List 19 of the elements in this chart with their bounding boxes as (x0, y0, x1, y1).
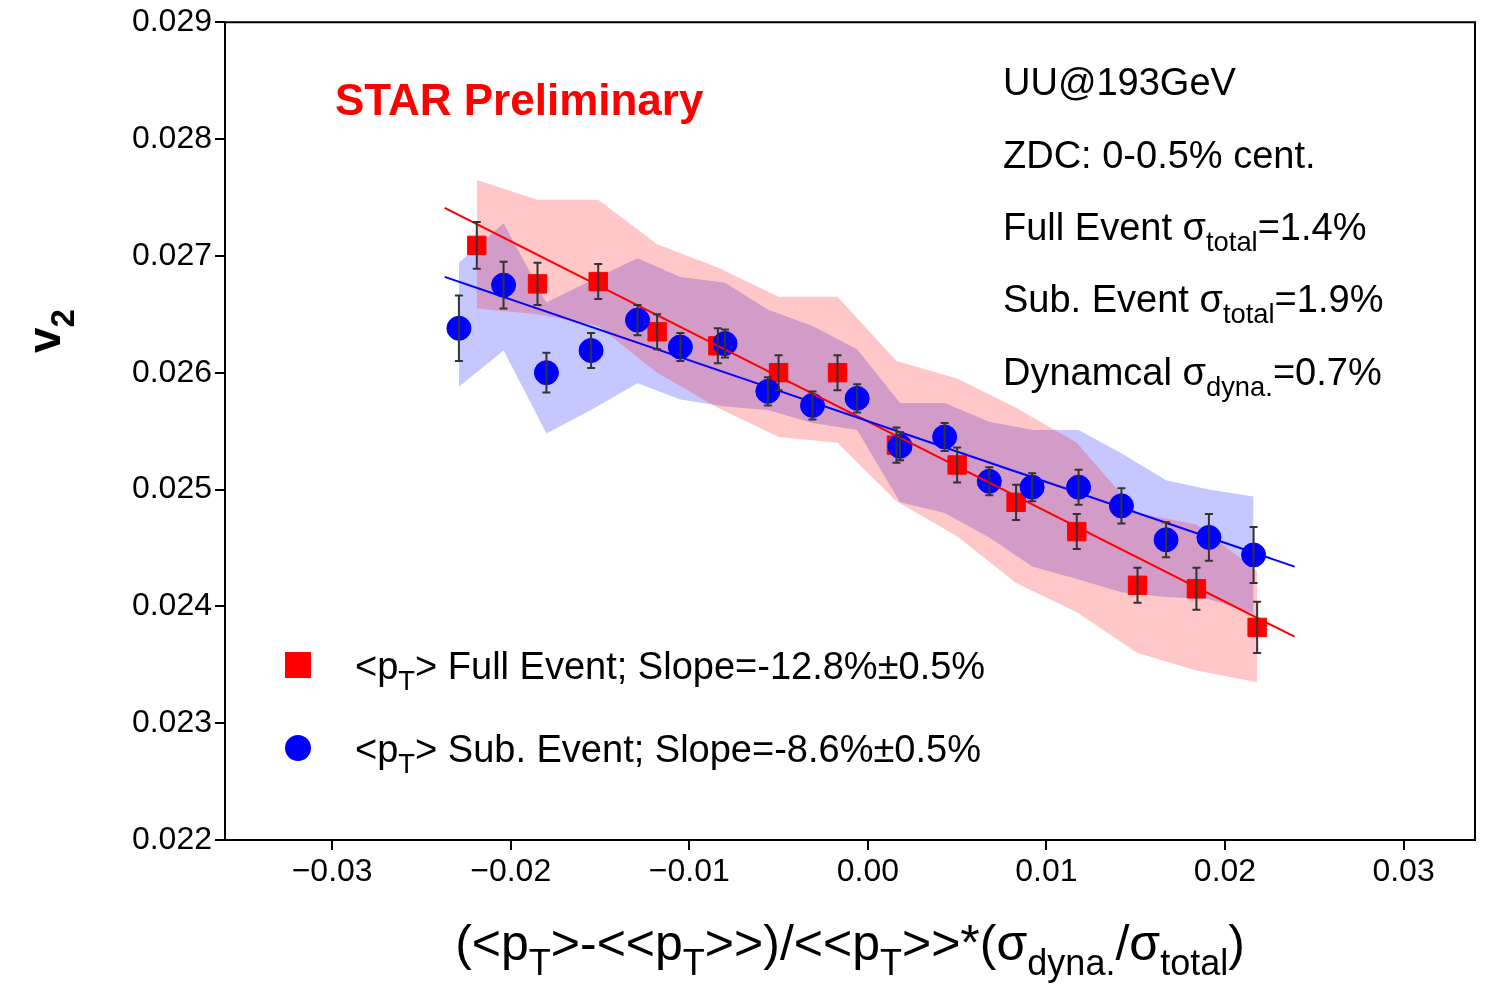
x-tick-label: −0.02 (470, 852, 552, 889)
y-tick-label: 0.026 (131, 352, 212, 389)
y-axis-title: v2 (18, 309, 81, 354)
annotation: ZDC: 0-0.5% cent. (1003, 134, 1316, 176)
x-tick-label: −0.03 (291, 852, 373, 889)
y-tick-label: 0.025 (131, 469, 212, 506)
y-tick-label: 0.024 (131, 586, 212, 623)
x-tick-label: 0.02 (1193, 852, 1257, 889)
x-tick-label: 0.00 (836, 852, 899, 889)
y-tick-label: 0.028 (131, 118, 212, 155)
x-tick-label: 0.03 (1372, 852, 1435, 889)
annotation: STAR Preliminary (335, 75, 704, 124)
y-tick-label: 0.029 (131, 2, 212, 39)
annotation: UU@193GeV (1003, 61, 1237, 103)
y-tick-label: 0.023 (131, 703, 212, 739)
x-tick-label: 0.01 (1015, 852, 1078, 889)
x-tick-label: −0.01 (648, 852, 730, 889)
y-tick-label: 0.022 (131, 819, 212, 856)
y-tick-label: 0.027 (131, 235, 212, 272)
